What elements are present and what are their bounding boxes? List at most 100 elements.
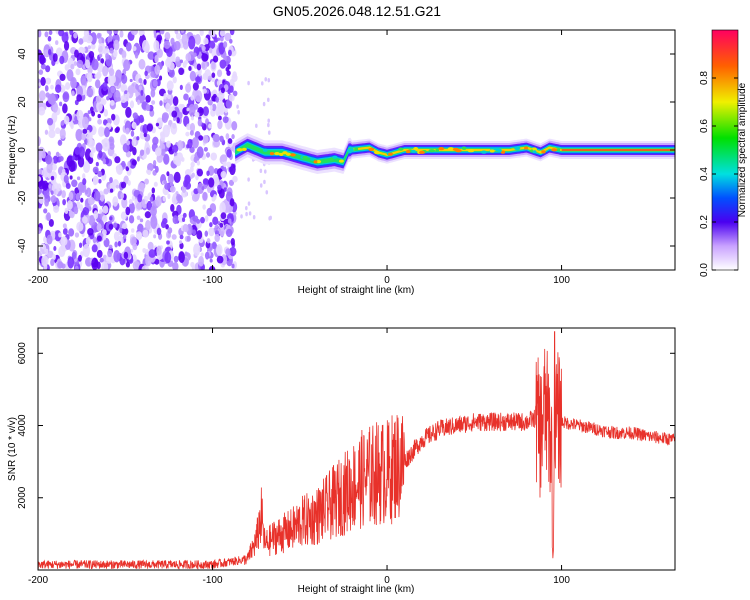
noise-blob	[191, 265, 196, 270]
noise-blob	[211, 196, 216, 202]
noise-blob	[99, 53, 103, 58]
ridge-blob	[274, 152, 280, 156]
noise-blob	[165, 224, 169, 230]
noise-blob	[125, 127, 130, 135]
noise-blob	[232, 90, 238, 97]
noise-blob	[106, 96, 110, 101]
noise-blob	[248, 211, 252, 216]
noise-blob	[52, 254, 56, 261]
noise-blob	[267, 118, 271, 123]
noise-blob	[136, 156, 140, 162]
noise-blob	[159, 75, 163, 81]
noise-blob	[267, 97, 270, 103]
noise-blob	[98, 150, 103, 159]
noise-blob	[62, 103, 68, 114]
ridge-blob	[282, 151, 288, 155]
noise-blob	[231, 134, 235, 140]
noise-blob	[74, 232, 80, 238]
noise-blob	[198, 135, 204, 141]
noise-blob	[92, 166, 99, 174]
ridge-blob	[523, 146, 529, 150]
noise-blob	[161, 112, 169, 121]
noise-blob	[215, 244, 223, 256]
noise-blob	[207, 99, 213, 106]
noise-blob	[198, 255, 205, 267]
noise-blob	[62, 198, 66, 206]
noise-blob	[44, 31, 49, 38]
noise-blob	[137, 223, 144, 233]
noise-blob	[74, 115, 78, 122]
noise-blob	[109, 47, 114, 54]
noise-blob	[61, 263, 66, 269]
noise-blob	[50, 258, 55, 267]
ridge-blob	[497, 148, 502, 153]
noise-blob	[222, 116, 229, 124]
noise-blob	[145, 104, 151, 112]
noise-blob	[112, 50, 118, 58]
noise-blob	[156, 48, 163, 58]
noise-blob	[99, 257, 104, 263]
noise-blob	[224, 107, 228, 114]
noise-blob	[196, 218, 201, 224]
noise-blob	[153, 181, 158, 187]
noise-blob	[109, 142, 115, 150]
noise-blob	[129, 78, 133, 83]
noise-blob	[186, 235, 191, 242]
noise-blob	[185, 53, 192, 62]
noise-blob	[232, 175, 238, 183]
noise-blob	[120, 192, 125, 199]
noise-blob	[212, 89, 218, 96]
noise-blob	[191, 137, 199, 149]
noise-blob	[192, 82, 199, 91]
noise-blob	[61, 190, 66, 199]
noise-blob	[97, 170, 103, 178]
noise-blob	[91, 244, 98, 253]
noise-blob	[58, 139, 62, 145]
noise-blob	[172, 76, 177, 84]
noise-blob	[85, 134, 93, 147]
noise-blob	[65, 82, 71, 90]
noise-blob	[132, 146, 137, 156]
noise-blob	[205, 152, 211, 158]
noise-blob	[174, 30, 179, 35]
ridge-blob	[541, 150, 546, 154]
ridge-blob	[428, 149, 435, 153]
noise-blob	[142, 229, 149, 238]
noise-blob	[123, 59, 131, 72]
noise-blob	[87, 227, 94, 236]
noise-blob	[102, 235, 107, 241]
noise-blob	[113, 249, 121, 263]
noise-blob	[252, 215, 256, 220]
noise-blob	[101, 261, 109, 270]
noise-blob	[264, 77, 268, 82]
noise-blob	[82, 206, 90, 216]
noise-blob	[144, 211, 152, 219]
noise-blob	[58, 30, 65, 37]
noise-blob	[109, 188, 114, 193]
noise-blob	[145, 147, 150, 155]
noise-blob	[203, 37, 209, 46]
noise-blob	[138, 58, 146, 70]
noise-blob	[225, 99, 233, 109]
noise-blob	[201, 186, 205, 191]
noise-blob	[93, 210, 99, 220]
noise-blob	[104, 126, 110, 138]
noise-blob	[82, 216, 88, 224]
noise-blob	[189, 70, 197, 82]
noise-blob	[199, 108, 204, 114]
noise-blob	[87, 156, 94, 164]
noise-blob	[70, 77, 77, 89]
spectrogram-y-axis: -40 -20 0 20 40	[17, 48, 675, 253]
noise-blob	[173, 171, 181, 183]
noise-blob	[188, 103, 196, 117]
noise-blob	[202, 178, 209, 185]
noise-blob	[219, 227, 225, 237]
noise-blob	[155, 196, 162, 207]
noise-blob	[38, 180, 46, 190]
noise-blob	[224, 32, 232, 42]
noise-blob	[188, 35, 196, 50]
noise-blob	[193, 52, 197, 58]
noise-blob	[225, 248, 231, 257]
noise-blob	[163, 40, 171, 50]
ridge-blob	[480, 150, 487, 154]
